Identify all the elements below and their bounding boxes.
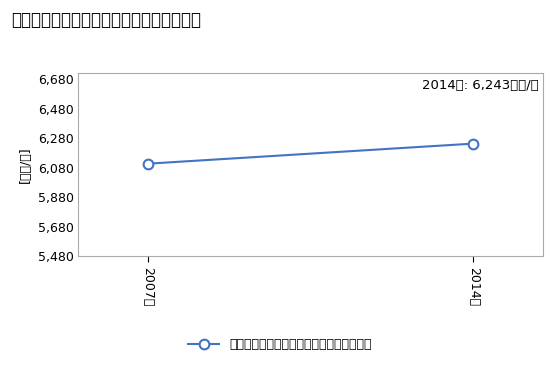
- 卸売業の従業者一人当たり年間商品販売額: [470, 141, 477, 146]
- 卸売業の従業者一人当たり年間商品販売額: [144, 161, 151, 166]
- Text: 2014年: 6,243万円/人: 2014年: 6,243万円/人: [422, 79, 539, 92]
- Legend: 卸売業の従業者一人当たり年間商品販売額: 卸売業の従業者一人当たり年間商品販売額: [183, 333, 377, 356]
- Y-axis label: [万円/人]: [万円/人]: [19, 146, 32, 183]
- Text: 卸売業の従業者一人当たり年間商品販売額: 卸売業の従業者一人当たり年間商品販売額: [11, 11, 201, 29]
- Line: 卸売業の従業者一人当たり年間商品販売額: 卸売業の従業者一人当たり年間商品販売額: [143, 139, 478, 168]
